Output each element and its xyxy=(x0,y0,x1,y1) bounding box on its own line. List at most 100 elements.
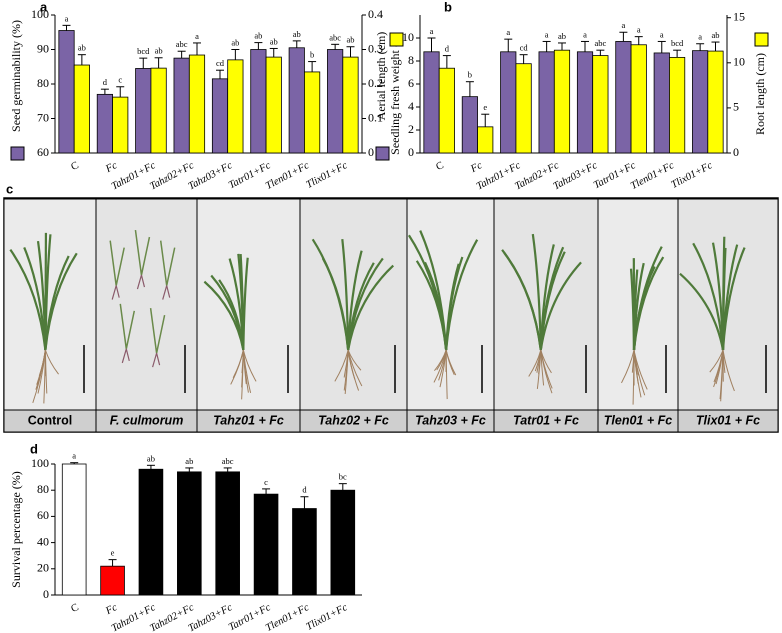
significance-letter: ab xyxy=(155,46,163,56)
x-tick-label: Tahz03+Fc xyxy=(187,602,235,633)
leaf xyxy=(239,253,245,351)
error-bar xyxy=(146,464,155,470)
significance-letter: bc xyxy=(339,472,347,482)
error-bar xyxy=(269,47,278,58)
plant-image xyxy=(9,232,78,404)
bar xyxy=(553,49,571,154)
bar xyxy=(342,56,359,154)
significance-letter: a xyxy=(621,20,625,30)
y2-tick-label: 0.3 xyxy=(368,41,383,55)
bar xyxy=(669,56,686,154)
y-tick-label: 4 xyxy=(408,99,414,113)
error-bar xyxy=(185,467,194,472)
photo-caption: Tahz02 + Fc xyxy=(318,413,389,427)
bar xyxy=(215,471,240,596)
root xyxy=(136,274,146,290)
root xyxy=(44,349,48,394)
y2-tick-label: 0 xyxy=(733,145,739,159)
root xyxy=(152,352,161,368)
bar xyxy=(150,67,167,154)
significance-letter: d xyxy=(302,485,307,495)
significance-letter: ab xyxy=(346,35,354,45)
legend-swatch xyxy=(10,146,25,161)
root xyxy=(230,349,244,385)
legend-swatch xyxy=(389,32,404,47)
y2-axis-title: Root length (cm) xyxy=(753,53,767,135)
significance-letter: a xyxy=(660,29,664,39)
bar xyxy=(188,54,206,154)
root xyxy=(540,349,553,394)
error-bar xyxy=(139,57,148,69)
error-bar xyxy=(696,43,705,51)
x-tick-label: Tlen01+Fc xyxy=(264,160,311,192)
error-bar xyxy=(100,88,109,95)
y-tick-label: 10 xyxy=(402,30,414,44)
legend-swatch xyxy=(754,32,769,47)
root xyxy=(445,349,455,375)
y2-tick-label: 5 xyxy=(733,100,739,114)
plant-image xyxy=(109,229,176,368)
x-tick-label: Fc xyxy=(103,602,119,618)
y-tick-label: 0 xyxy=(43,587,49,601)
bar xyxy=(327,49,344,154)
leaf xyxy=(539,244,555,351)
y-tick-label: 90 xyxy=(37,41,49,55)
photo-caption: Tatr01 + Fc xyxy=(513,413,579,427)
significance-letter: a xyxy=(506,27,510,37)
error-bar xyxy=(154,57,163,69)
root xyxy=(121,348,130,364)
plant-image xyxy=(311,238,395,395)
error-bar xyxy=(481,113,490,127)
bar xyxy=(96,93,113,154)
bar xyxy=(423,51,440,154)
significance-letter: e xyxy=(483,102,487,112)
x-tick-label: Tlen01+Fc xyxy=(629,160,676,192)
y-axis-title: Survival percentage (%) xyxy=(9,471,23,588)
x-tick-label: Fc xyxy=(468,160,484,176)
photo-caption: Tahz01 + Fc xyxy=(213,413,284,427)
bar xyxy=(615,41,632,154)
significance-letter: ab xyxy=(78,43,86,53)
y2-tick-label: 0.4 xyxy=(368,7,383,21)
root xyxy=(44,349,59,375)
leaf xyxy=(311,238,350,351)
bar xyxy=(692,50,709,154)
bar xyxy=(330,489,356,596)
error-bar xyxy=(634,36,643,45)
bar xyxy=(227,59,244,154)
bar xyxy=(265,56,282,154)
error-bar xyxy=(581,40,590,52)
error-bar xyxy=(557,42,566,51)
x-tick-label: Fc xyxy=(103,160,119,176)
bar xyxy=(304,71,321,154)
x-tick-label: Tahz03+Fc xyxy=(552,160,600,192)
leaf xyxy=(531,233,542,351)
significance-letter: abc xyxy=(176,39,188,49)
error-bar xyxy=(70,462,79,464)
root xyxy=(111,285,120,300)
leaf xyxy=(36,240,47,351)
y2-tick-label: 0.1 xyxy=(368,110,383,124)
y2-tick-label: 0.2 xyxy=(368,76,383,90)
photo xyxy=(3,198,97,411)
bar xyxy=(653,52,670,154)
leaf xyxy=(679,272,725,351)
significance-letter: b xyxy=(310,50,314,60)
error-bar xyxy=(519,54,528,64)
x-tick-label: C xyxy=(69,160,80,173)
error-bar xyxy=(231,49,240,60)
root xyxy=(436,349,447,371)
y2-tick-label: 15 xyxy=(733,9,745,23)
photo-caption: Tlen01 + Fc xyxy=(604,413,672,427)
significance-letter: a xyxy=(637,25,641,35)
error-bar xyxy=(308,61,317,72)
bar xyxy=(461,96,478,154)
error-bar xyxy=(62,24,71,31)
significance-letter: c xyxy=(118,75,122,85)
bar xyxy=(100,565,125,596)
significance-letter: abc xyxy=(594,38,606,48)
y-tick-label: 0 xyxy=(408,145,414,159)
bar xyxy=(177,471,202,596)
x-tick-label: C xyxy=(69,602,80,615)
significance-letter: a xyxy=(545,29,549,39)
